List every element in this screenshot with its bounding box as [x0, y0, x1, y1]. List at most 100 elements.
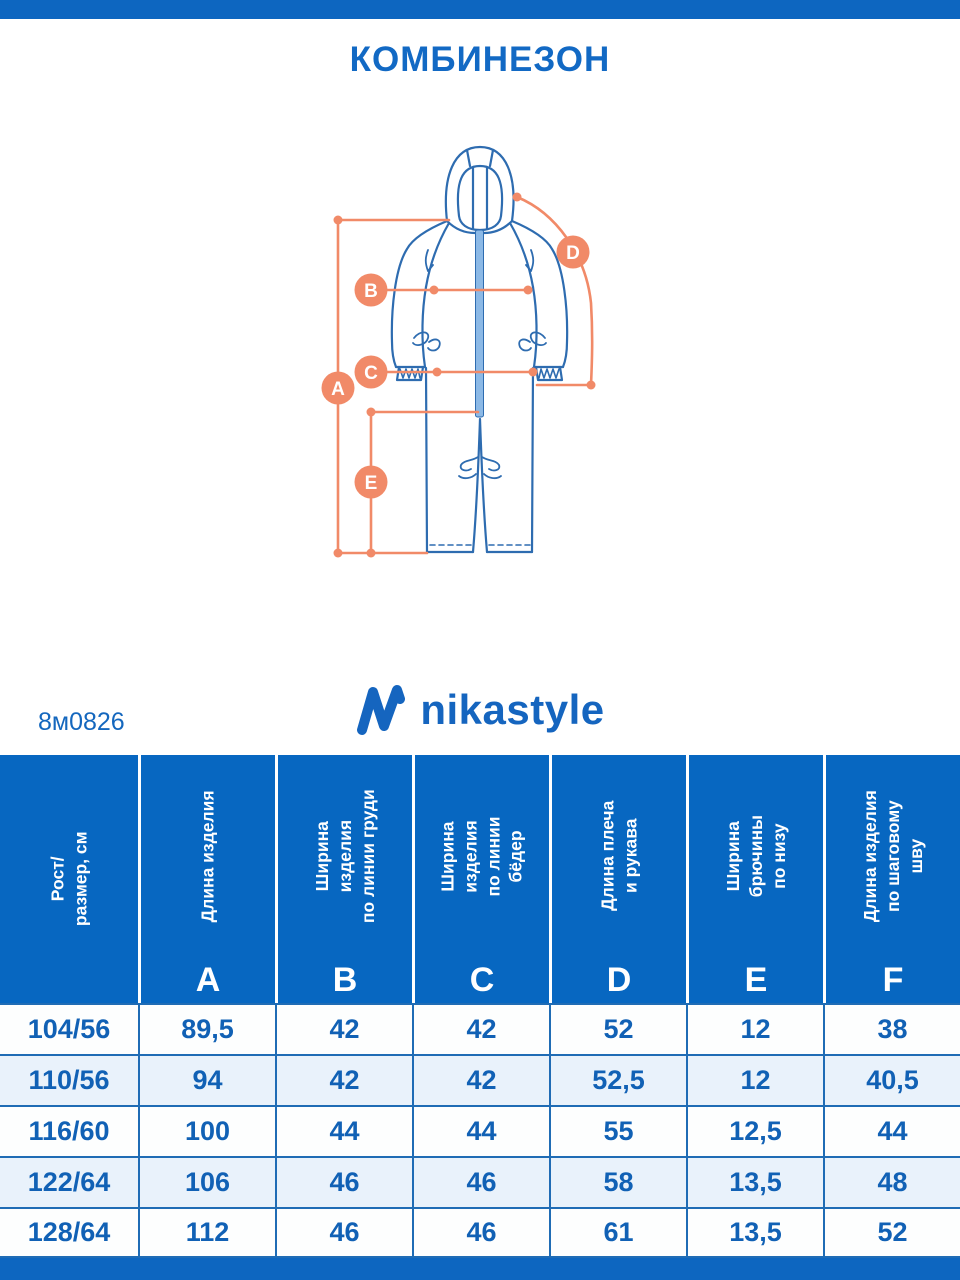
- column-letter: F: [882, 961, 904, 999]
- value-cell: 42: [275, 1056, 412, 1105]
- svg-text:C: C: [364, 363, 378, 384]
- brand-logo: nikastyle: [0, 678, 960, 742]
- zipper: [475, 229, 484, 418]
- value-cell: 13,5: [686, 1158, 823, 1207]
- torso-right-edge: [530, 366, 535, 554]
- value-cell: 42: [412, 1056, 549, 1105]
- raglan-left: [424, 221, 451, 289]
- value-cell: 52: [549, 1005, 686, 1054]
- sleeve-left-inner: [421, 285, 428, 369]
- column-letter: E: [744, 961, 768, 999]
- value-cell: 100: [138, 1107, 275, 1156]
- bottom-bar: [0, 1258, 960, 1280]
- raglan-right: [508, 221, 535, 289]
- size-cell: 122/64: [27, 1167, 111, 1197]
- measure-line-a: [336, 218, 451, 555]
- sleeve-right-outer: [510, 219, 569, 369]
- inner-legs: [471, 417, 489, 554]
- cuff-left: [395, 365, 425, 382]
- header-label-size: Рост/ размер, см: [47, 831, 90, 927]
- column-letter: B: [332, 961, 358, 999]
- hood-outline: [444, 145, 515, 223]
- brand-mark-icon: [357, 685, 406, 735]
- column-letter: A: [195, 961, 221, 999]
- value-cell: 12: [686, 1056, 823, 1105]
- value-cell: 12: [686, 1005, 823, 1054]
- size-cell: 110/56: [28, 1065, 110, 1095]
- brand-name: nikastyle: [420, 686, 605, 733]
- value-cell: 94: [138, 1056, 275, 1105]
- value-cell: 13,5: [686, 1209, 823, 1256]
- garment-diagram: A B C D E: [321, 145, 596, 558]
- hood-seam-right: [488, 148, 495, 168]
- size-table: Рост/ размер, см Длина изделия A Ширина …: [0, 755, 960, 1258]
- value-cell: 44: [412, 1107, 549, 1156]
- value-cell: 46: [412, 1209, 549, 1256]
- table-header-row: Рост/ размер, см Длина изделия A Ширина …: [0, 755, 960, 1003]
- value-cell: 112: [138, 1209, 275, 1256]
- size-cell: 104/56: [27, 1014, 111, 1044]
- table-row: 104/56 89,5 42 42 52 12 38: [0, 1003, 960, 1054]
- size-cell: 128/64: [27, 1217, 111, 1247]
- header-label: Длина изделия по шаговому шву: [859, 790, 926, 922]
- header-label: Длина изделия: [197, 790, 218, 922]
- svg-text:E: E: [365, 473, 378, 494]
- svg-text:D: D: [566, 243, 580, 264]
- hood-seam-left: [465, 148, 472, 168]
- table-row: 122/64 106 46 46 58 13,5 48: [0, 1156, 960, 1207]
- value-cell: 12,5: [686, 1107, 823, 1156]
- measure-circle-c: C: [354, 355, 388, 389]
- value-cell: 89,5: [138, 1005, 275, 1054]
- hood-opening: [456, 164, 504, 232]
- product-code: 8м0826: [38, 708, 125, 736]
- size-cell: 116/60: [28, 1116, 110, 1146]
- value-cell: 52,5: [549, 1056, 686, 1105]
- top-bar: [0, 0, 960, 19]
- measure-lines: [336, 195, 594, 555]
- measure-dots: [333, 192, 596, 558]
- header-label: Ширина брючины по низу: [722, 814, 789, 898]
- measure-circle-a: A: [321, 371, 355, 405]
- value-cell: 106: [138, 1158, 275, 1207]
- cuff-left-hatch: [399, 368, 421, 379]
- header-cell: Длина изделия по шаговому шву F: [823, 755, 960, 1003]
- value-cell: 44: [823, 1107, 960, 1156]
- value-cell: 44: [275, 1107, 412, 1156]
- svg-text:B: B: [364, 281, 378, 302]
- page-title: КОМБИНЕЗОН: [349, 40, 611, 79]
- column-letter: C: [469, 961, 495, 999]
- header-cell-size: Рост/ размер, см: [0, 755, 138, 1003]
- measure-line-d: [515, 195, 594, 387]
- value-cell: 58: [549, 1158, 686, 1207]
- value-cell: 42: [275, 1005, 412, 1054]
- torso-left-edge: [424, 366, 429, 554]
- value-cell: 61: [549, 1209, 686, 1256]
- table-row: 116/60 100 44 44 55 12,5 44: [0, 1105, 960, 1156]
- value-cell: 52: [823, 1209, 960, 1256]
- garment-details: [412, 249, 547, 480]
- value-cell: 40,5: [823, 1056, 960, 1105]
- header-label: Длина плеча и рукава: [597, 800, 640, 912]
- value-cell: 42: [412, 1005, 549, 1054]
- header-cell: Длина изделия A: [138, 755, 275, 1003]
- header-cell: Ширина изделия по линии бёдер C: [412, 755, 549, 1003]
- table-row: 128/64 112 46 46 61 13,5 52: [0, 1207, 960, 1258]
- value-cell: 55: [549, 1107, 686, 1156]
- header-cell: Длина плеча и рукава D: [549, 755, 686, 1003]
- garment-outline: [390, 145, 569, 554]
- value-cell: 46: [275, 1158, 412, 1207]
- svg-text:A: A: [331, 379, 345, 400]
- header-cell: Ширина изделия по линии груди B: [275, 755, 412, 1003]
- value-cell: 38: [823, 1005, 960, 1054]
- sleeve-right-inner: [531, 285, 538, 369]
- value-cell: 46: [275, 1209, 412, 1256]
- value-cell: 48: [823, 1158, 960, 1207]
- table-body: 104/56 89,5 42 42 52 12 38 110/56 94 42 42 52,5 1…: [0, 1003, 960, 1258]
- value-cell: 46: [412, 1158, 549, 1207]
- measure-circle-b: B: [354, 273, 388, 307]
- measure-circle-d: D: [556, 235, 590, 269]
- column-letter: D: [606, 961, 632, 999]
- header-label: Ширина изделия по линии бёдер: [437, 815, 526, 897]
- header-cell: Ширина брючины по низу E: [686, 755, 823, 1003]
- measure-circle-e: E: [354, 465, 388, 499]
